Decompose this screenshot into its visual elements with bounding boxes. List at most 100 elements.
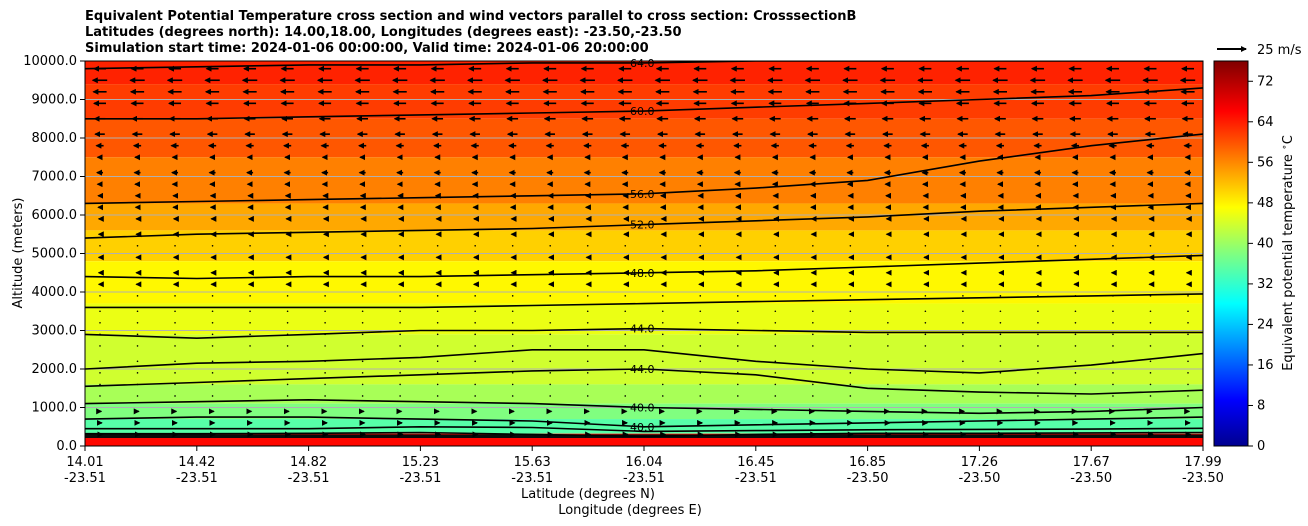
wind-vector [361,245,364,247]
wind-vector [812,310,814,313]
wind-vector [361,322,364,324]
wind-vector [436,322,439,324]
wind-vector [736,245,739,247]
wind-vector [774,395,777,397]
wind-vector [849,383,852,386]
contour-label: 48.0 [630,267,655,280]
wind-vector [1187,295,1189,297]
x-tick-label-lat: 14.82 [290,455,327,470]
wind-vector [849,360,852,363]
wind-vector-field [91,65,1196,438]
x-tick-label-lat: 15.23 [402,455,439,470]
wind-vector [211,333,214,336]
wind-vector [1112,395,1114,397]
wind-vector [286,395,289,397]
wind-vector [1037,395,1039,397]
wind-vector [399,295,401,297]
wind-vector [1112,245,1114,247]
wind-vector [436,295,439,297]
wind-vector [849,345,852,347]
wind-vector [1149,333,1152,336]
wind-vector [511,345,514,347]
colorbar-label: Equivalent potential temperature ∘C [1280,135,1296,371]
wind-vector [924,333,927,336]
wind-vector [624,310,627,313]
wind-vector [211,383,214,386]
wind-vector [324,333,326,336]
wind-vector [624,395,627,397]
wind-vector [474,295,476,297]
contour-line [85,254,1203,280]
wind-vector [774,345,777,347]
wind-vector [286,333,289,336]
colorbar-tick-label: 16 [1257,358,1274,373]
wind-vector [286,245,289,247]
y-axis-label: Altitude (meters) [11,198,26,309]
wind-vector [661,310,664,313]
wind-vector [399,333,401,336]
wind-vector [1037,372,1039,374]
wind-vector [1037,310,1039,313]
wind-vector [1037,245,1039,247]
wind-vector [812,383,814,386]
wind-vector [324,322,326,324]
wind-vector [211,372,214,374]
wind-vector [699,295,702,297]
contour-line [85,61,1203,70]
wind-vector [1149,383,1152,386]
wind-vector [1149,345,1152,347]
wind-vector [774,383,777,386]
wind-vector [661,333,664,336]
wind-vector [1074,383,1077,386]
wind-vector [174,245,176,247]
colorbar-tick-label: 64 [1257,115,1274,130]
wind-vector [586,322,589,324]
colorbar-ticks: 0 8 16 24 32 40 48 56 64 72 [1248,74,1274,454]
wind-vector [1112,333,1114,336]
x-tick-label-lon: -23.51 [176,471,218,486]
y-tick-label: 5000.0 [32,247,78,262]
x-tick-label-lat: 17.99 [1184,455,1221,470]
wind-vector [887,245,889,247]
wind-vector [361,310,364,313]
wind-vector [511,360,514,363]
wind-vector [1074,372,1077,374]
wind-vector [887,333,889,336]
wind-vector [211,360,214,363]
wind-vector [962,322,964,324]
wind-vector [174,360,176,363]
wind-vector [962,383,964,386]
wind-vector [361,333,364,336]
wind-vector [136,383,139,386]
wind-vector [474,245,476,247]
wind-vector [324,345,326,347]
wind-vector [174,383,176,386]
wind-vector [661,345,664,347]
wind-vector [99,360,101,363]
wind-vector [962,345,964,347]
contour-line [85,431,1203,438]
wind-vector [736,372,739,374]
wind-vector [586,333,589,336]
wind-vector [774,295,777,297]
wind-vector [924,383,927,386]
contour-band [85,384,1203,404]
wind-vector [361,372,364,374]
chart-title-line-2: Latitudes (degrees north): 14.00,18.00, … [85,25,682,40]
wind-vector [399,310,401,313]
wind-vector [624,383,627,386]
wind-vector [586,383,589,386]
wind-vector [962,295,964,297]
wind-vector [549,345,552,347]
wind-vector [211,310,214,313]
wind-vector [849,372,852,374]
wind-vector [774,245,777,247]
wind-vector [887,360,889,363]
wind-vector [774,333,777,336]
wind-vector [136,333,139,336]
wind-vector [812,333,814,336]
wind-vector [849,295,852,297]
wind-vector [999,322,1002,324]
wind-vector [549,310,552,313]
x-tick-label-lat: 17.26 [961,455,998,470]
